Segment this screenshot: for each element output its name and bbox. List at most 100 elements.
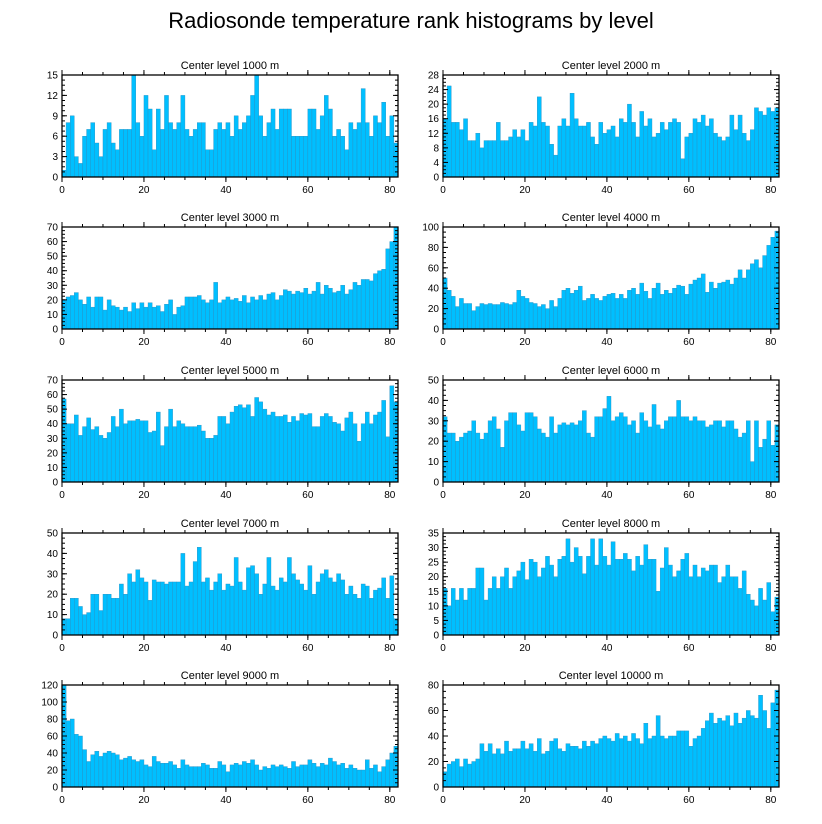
histogram-bar	[770, 702, 776, 788]
y-tick-label: 10	[47, 310, 59, 321]
histogram-bar	[127, 573, 132, 636]
histogram-bar	[233, 557, 239, 636]
histogram-bar	[168, 761, 173, 788]
histogram-bar	[594, 416, 599, 483]
histogram-bar	[184, 585, 190, 636]
histogram-bar	[348, 122, 354, 178]
histogram-bar	[688, 133, 694, 178]
histogram-bar	[446, 290, 452, 330]
histogram-bar	[365, 585, 370, 636]
histogram-bar	[487, 303, 493, 330]
histogram-bar	[659, 735, 665, 788]
histogram-bar	[713, 723, 718, 788]
histogram-bar	[606, 738, 612, 788]
histogram-bar	[164, 763, 169, 788]
histogram-bar	[647, 426, 653, 483]
histogram-bar	[573, 547, 579, 636]
histogram-bar	[459, 588, 464, 636]
histogram-bar	[242, 295, 247, 330]
histogram-bar	[504, 567, 509, 636]
histogram-bar	[545, 308, 550, 330]
y-tick-label: 40	[47, 549, 59, 560]
histogram-bar	[102, 438, 108, 483]
histogram-bar	[528, 302, 534, 330]
histogram-bar	[668, 564, 673, 636]
histogram-bar	[192, 129, 198, 178]
x-tick-label: 60	[302, 490, 314, 501]
histogram-bar	[664, 547, 669, 636]
histogram-bar	[237, 581, 243, 636]
histogram-bar	[700, 420, 706, 483]
histogram-bar	[86, 417, 91, 483]
histogram-bar	[340, 763, 345, 788]
y-tick-label: 4	[433, 158, 439, 169]
histogram-bar	[696, 420, 702, 483]
histogram-bar	[278, 416, 284, 483]
histogram-bar	[119, 309, 124, 330]
histogram-bar	[270, 292, 276, 330]
histogram-bar	[520, 296, 526, 330]
histogram-bar	[106, 432, 112, 483]
histogram-bar	[614, 559, 620, 636]
histogram-bar	[676, 730, 681, 788]
histogram-bar	[82, 426, 87, 483]
histogram-bar	[135, 122, 141, 178]
panel-title: Center level 2000 m	[562, 60, 660, 72]
x-tick-label: 20	[519, 490, 531, 501]
histogram-bar	[623, 416, 628, 483]
histogram-bar	[491, 304, 497, 330]
histogram-bar	[725, 715, 731, 788]
histogram-bar	[115, 306, 120, 330]
y-tick-label: 6	[52, 132, 58, 143]
histogram-bar	[184, 426, 190, 483]
histogram-bar	[98, 756, 104, 788]
histogram-bar	[737, 588, 743, 636]
y-tick-label: 10	[47, 463, 59, 474]
y-tick-label: 24	[428, 85, 440, 96]
histogram-bar	[520, 561, 526, 636]
histogram-bar	[659, 567, 665, 636]
histogram-bar	[635, 136, 640, 178]
histogram-bar	[119, 583, 124, 636]
histogram-bar	[610, 420, 616, 483]
histogram-bar	[287, 768, 292, 788]
histogram-bar	[524, 412, 530, 483]
histogram-bar	[262, 408, 268, 483]
histogram-bar	[69, 423, 75, 483]
histogram-bar	[188, 581, 194, 636]
histogram-bar	[188, 426, 194, 483]
histogram-bar	[303, 135, 309, 178]
histogram-bar	[180, 95, 186, 178]
histogram-bar	[98, 156, 104, 178]
histogram-bar	[471, 420, 476, 483]
histogram-bar	[381, 577, 386, 636]
histogram-bar	[479, 303, 485, 330]
histogram-bar	[262, 135, 268, 178]
y-tick-label: 100	[422, 223, 439, 234]
histogram-bar	[221, 416, 227, 483]
histogram-bar	[746, 594, 751, 636]
histogram-bar	[631, 288, 636, 330]
histogram-bar	[692, 118, 698, 178]
histogram-bar	[582, 125, 587, 178]
histogram-bar	[254, 299, 259, 330]
histogram-bar	[156, 581, 161, 636]
histogram-bar	[303, 764, 309, 788]
histogram-bar	[463, 758, 468, 788]
histogram-bar	[217, 416, 223, 483]
histogram-bar	[94, 142, 100, 178]
x-tick-label: 20	[138, 337, 150, 348]
histogram-bar	[516, 290, 522, 330]
histogram-bar	[684, 294, 690, 330]
histogram-bar	[168, 299, 173, 330]
histogram-bar	[766, 420, 772, 483]
histogram-bar	[365, 411, 370, 483]
y-tick-label: 10	[47, 610, 59, 621]
histogram-bar	[446, 763, 452, 788]
histogram-bar	[623, 122, 628, 178]
histogram-bar	[360, 769, 366, 788]
histogram-bar	[549, 300, 554, 330]
x-tick-label: 80	[384, 795, 396, 806]
histogram-bar	[557, 748, 563, 788]
histogram-bar	[479, 743, 485, 788]
